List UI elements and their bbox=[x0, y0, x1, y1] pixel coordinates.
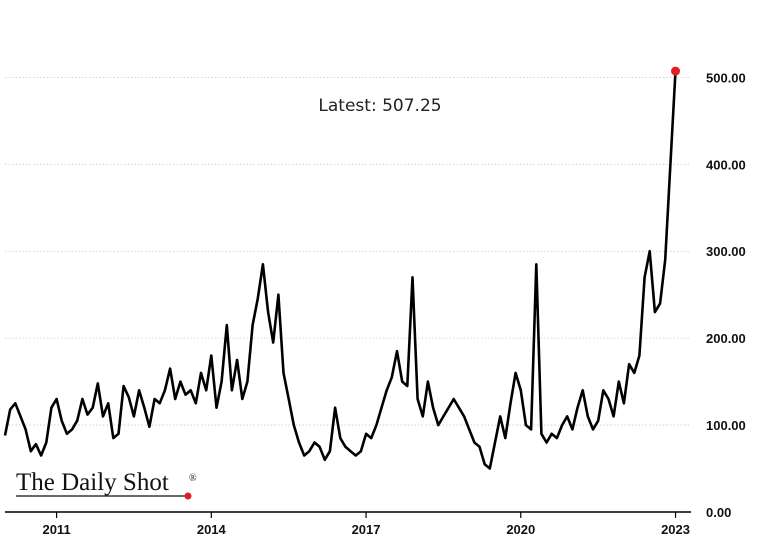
daily-shot-logo: The Daily Shot ® bbox=[16, 469, 197, 500]
y-axis-ticks: 0.00 100.00 200.00 300.00 400.00 500.00 bbox=[706, 70, 746, 520]
logo-text: The Daily Shot bbox=[16, 469, 169, 496]
y-tick-label: 200.00 bbox=[706, 331, 746, 346]
gridlines bbox=[5, 76, 691, 426]
y-tick-label: 300.00 bbox=[706, 244, 746, 259]
x-tick-label: 2023 bbox=[661, 522, 690, 537]
x-tick-label: 2017 bbox=[352, 522, 381, 537]
x-tick-label: 2020 bbox=[506, 522, 535, 537]
logo-red-dot bbox=[184, 492, 192, 500]
y-tick-label: 0.00 bbox=[706, 505, 731, 520]
latest-value-marker bbox=[671, 66, 681, 76]
series-line bbox=[3, 71, 677, 470]
y-tick-label: 400.00 bbox=[706, 157, 746, 172]
y-tick-label: 100.00 bbox=[706, 418, 746, 433]
x-tick-label: 2011 bbox=[42, 522, 70, 537]
y-tick-label: 500.00 bbox=[706, 70, 746, 85]
x-axis-ticks: 2011 2014 2017 2020 2023 bbox=[42, 512, 690, 537]
latest-annotation: Latest: 507.25 bbox=[318, 96, 441, 116]
logo-registered-mark: ® bbox=[189, 473, 197, 484]
x-tick-label: 2014 bbox=[197, 522, 227, 537]
